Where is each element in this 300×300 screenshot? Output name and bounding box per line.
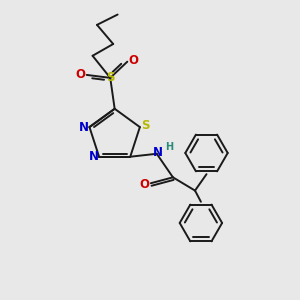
Text: N: N bbox=[89, 150, 99, 163]
Text: H: H bbox=[165, 142, 173, 152]
Text: N: N bbox=[153, 146, 163, 159]
Text: O: O bbox=[75, 68, 85, 81]
Text: O: O bbox=[129, 54, 139, 67]
Text: S: S bbox=[141, 119, 149, 132]
Text: N: N bbox=[79, 121, 89, 134]
Text: O: O bbox=[140, 178, 149, 191]
Text: S: S bbox=[106, 71, 115, 84]
